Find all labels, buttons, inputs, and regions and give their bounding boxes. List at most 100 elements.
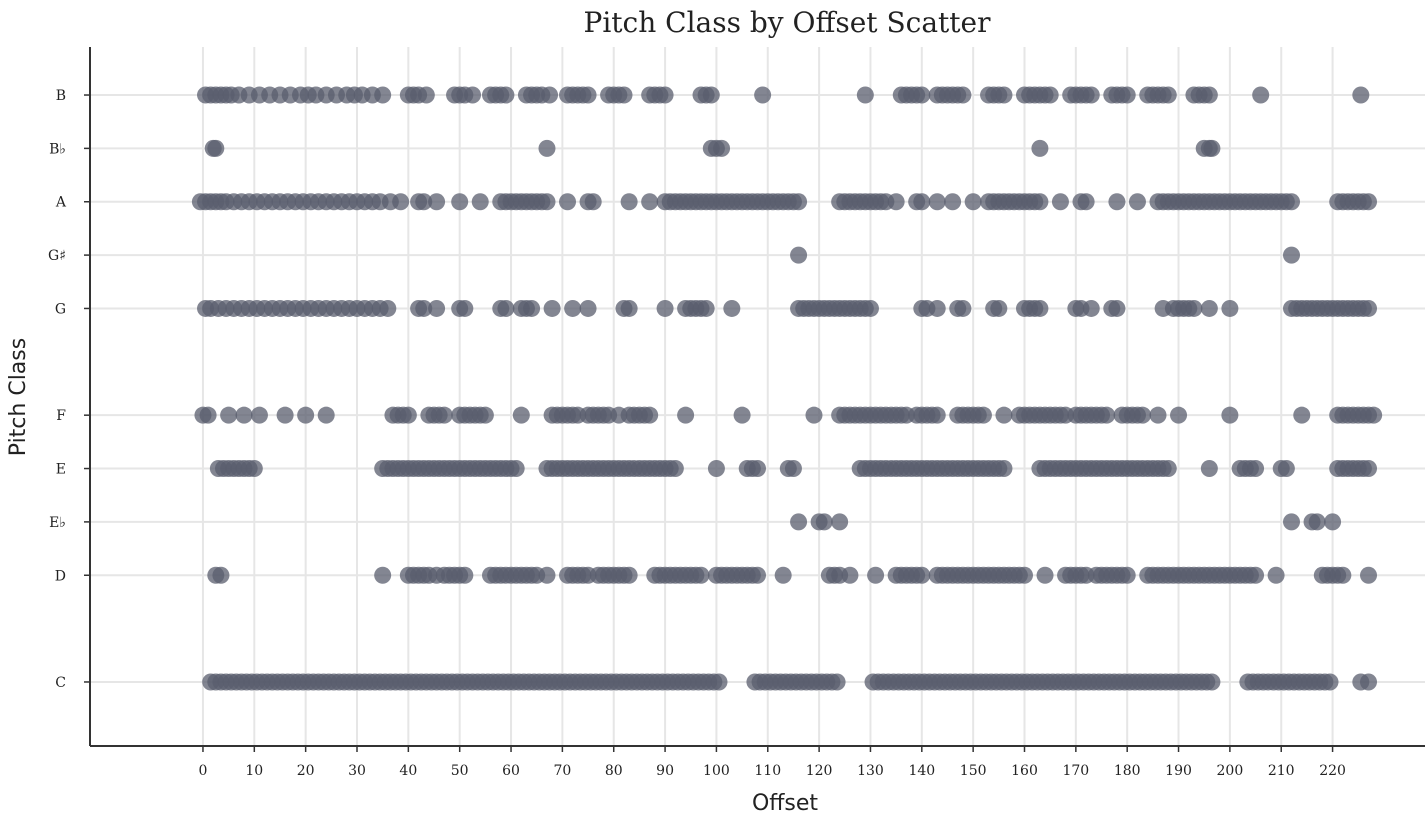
data-point [974, 406, 992, 424]
data-point [1334, 566, 1352, 584]
data-point [543, 299, 561, 317]
chart-title: Pitch Class by Offset Scatter [584, 6, 992, 39]
data-point [1308, 513, 1326, 531]
data-point [944, 193, 962, 211]
data-point [579, 299, 597, 317]
data-point [928, 406, 946, 424]
data-point [990, 299, 1008, 317]
data-point [435, 406, 453, 424]
data-point [677, 406, 695, 424]
y-tick-label: E♭ [49, 515, 66, 531]
x-tick-label: 90 [656, 763, 674, 779]
data-point [1267, 566, 1285, 584]
data-point [417, 86, 435, 104]
x-tick-label: 60 [502, 763, 520, 779]
y-tick-label: E [56, 462, 66, 478]
data-point [538, 139, 556, 157]
data-point [428, 299, 446, 317]
data-point [1134, 406, 1152, 424]
data-point [1252, 86, 1270, 104]
data-point [1360, 299, 1378, 317]
data-point [507, 460, 525, 478]
data-point [1360, 566, 1378, 584]
x-tick-label: 140 [908, 763, 935, 779]
data-point [523, 299, 541, 317]
data-point [392, 193, 410, 211]
data-point [1031, 193, 1049, 211]
data-point [805, 406, 823, 424]
data-point [913, 193, 931, 211]
data-point [451, 193, 469, 211]
data-point [620, 299, 638, 317]
data-point [220, 406, 238, 424]
data-point [538, 193, 556, 211]
data-point [1200, 460, 1218, 478]
data-point [297, 406, 315, 424]
x-tick-label: 190 [1165, 763, 1192, 779]
data-point [1360, 460, 1378, 478]
data-point [841, 566, 859, 584]
data-point [497, 299, 515, 317]
x-tick-label: 200 [1217, 763, 1244, 779]
data-point [713, 139, 731, 157]
data-point [861, 299, 879, 317]
data-point [541, 86, 559, 104]
data-point [1118, 566, 1136, 584]
data-point [1360, 673, 1378, 691]
y-tick-label: B♭ [49, 141, 66, 157]
data-point [1082, 299, 1100, 317]
x-tick-label: 10 [245, 763, 263, 779]
data-point [1159, 460, 1177, 478]
x-tick-label: 150 [960, 763, 987, 779]
data-point [723, 299, 741, 317]
data-point [1283, 193, 1300, 211]
data-point [697, 299, 715, 317]
data-point [1170, 406, 1188, 424]
data-point [1200, 86, 1218, 104]
data-point [1293, 406, 1311, 424]
y-axis-label: Pitch Class [6, 338, 31, 456]
data-point [1203, 139, 1221, 157]
data-point [641, 406, 659, 424]
data-point [784, 460, 802, 478]
data-point [995, 86, 1013, 104]
points-layer [191, 86, 1383, 691]
data-point [913, 86, 931, 104]
data-point [456, 566, 474, 584]
x-axis-label: Offset [752, 791, 818, 816]
grid-layer [90, 47, 1425, 746]
data-point [790, 246, 808, 264]
data-point [379, 299, 397, 317]
data-point [790, 193, 808, 211]
data-point [1185, 299, 1203, 317]
data-point [774, 566, 792, 584]
data-point [1108, 193, 1126, 211]
data-point [1016, 566, 1033, 584]
data-point [856, 86, 874, 104]
data-point [1283, 513, 1300, 531]
data-point [1159, 86, 1177, 104]
data-point [428, 193, 446, 211]
x-tick-label: 120 [806, 763, 833, 779]
data-point [1283, 246, 1300, 264]
x-tick-label: 170 [1062, 763, 1089, 779]
data-point [317, 406, 335, 424]
y-tick-label: D [55, 568, 66, 584]
data-point [887, 193, 905, 211]
data-point [1247, 460, 1265, 478]
data-point [1321, 673, 1339, 691]
data-point [1077, 193, 1095, 211]
axes-layer: 0 10 20 30 40 50 60 70 80 90 100 110 120 130 140 150 160… [48, 47, 1425, 779]
data-point [913, 566, 931, 584]
data-point [584, 193, 602, 211]
data-point [415, 193, 433, 211]
data-point [1041, 86, 1059, 104]
data-point [656, 86, 674, 104]
x-tick-label: 80 [605, 763, 623, 779]
data-point [666, 460, 684, 478]
data-point [1149, 406, 1167, 424]
data-point [1031, 299, 1049, 317]
x-tick-label: 110 [754, 763, 781, 779]
data-point [538, 566, 556, 584]
